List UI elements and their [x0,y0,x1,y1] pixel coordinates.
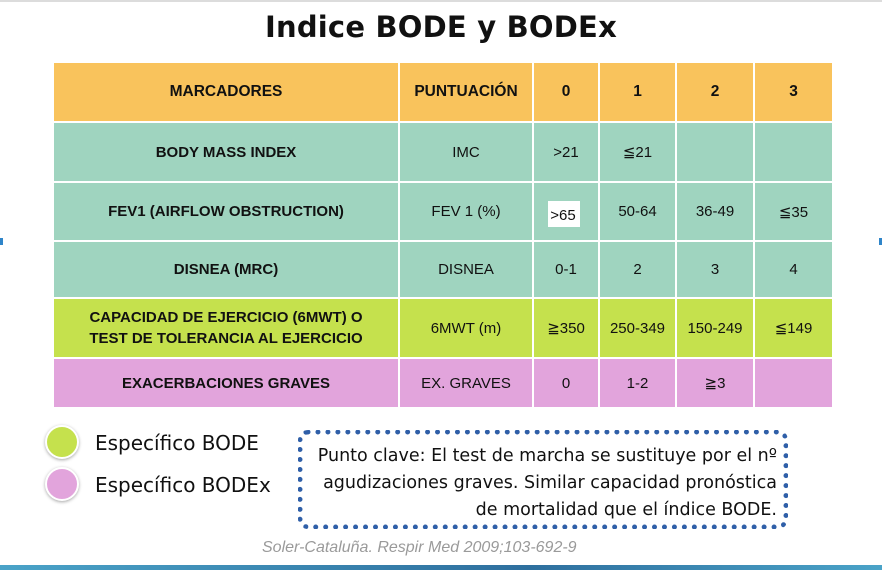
right-edge-marker [879,238,882,245]
slide-title: Indice BODE y BODEx [265,10,617,44]
table-row-fev1: FEV1 (AIRFLOW OBSTRUCTION) FEV 1 (%) >65… [52,181,834,242]
marker-cell: BODY MASS INDEX [52,121,400,183]
score-cell: 6MWT (m) [398,297,534,359]
marker-line-2: TEST DE TOLERANCIA AL EJERCICIO [89,330,363,347]
marker-line-1: CAPACIDAD DE EJERCICIO (6MWT) O [89,309,363,326]
value-cell-2: ≧3 [675,357,755,409]
value-cell-0: >65 [532,181,600,242]
value-cell-2: 36-49 [675,181,755,242]
value-cell-1: 50-64 [598,181,677,242]
header-score: PUNTUACIÓN [398,61,534,123]
value-cell-2 [675,121,755,183]
header-3: 3 [753,61,834,123]
marker-cell: FEV1 (AIRFLOW OBSTRUCTION) [52,181,400,242]
table-row-6mwt: CAPACIDAD DE EJERCICIO (6MWT) O TEST DE … [52,297,834,359]
value-cell-0: 0 [532,357,600,409]
score-cell: IMC [398,121,534,183]
value-cell-2: 150-249 [675,297,755,359]
bottom-bar [0,565,882,570]
marker-cell: CAPACIDAD DE EJERCICIO (6MWT) O TEST DE … [52,297,400,359]
header-0: 0 [532,61,600,123]
marker-cell: DISNEA (MRC) [52,240,400,299]
score-cell: EX. GRAVES [398,357,534,409]
legend-label: Específico BODE [95,431,259,455]
value-cell-1: 250-349 [598,297,677,359]
key-point-line-1: Punto clave: El test de marcha se sustit… [317,446,777,466]
table-row-exacerbations: EXACERBACIONES GRAVES EX. GRAVES 0 1-2 ≧… [52,357,834,409]
score-cell: DISNEA [398,240,534,299]
header-1: 1 [598,61,677,123]
score-cell: FEV 1 (%) [398,181,534,242]
table-row-disnea: DISNEA (MRC) DISNEA 0-1 2 3 4 [52,240,834,299]
value-cell-0: >21 [532,121,600,183]
citation: Soler-Cataluña. Respir Med 2009;103-692-… [262,539,577,556]
header-2: 2 [675,61,755,123]
pink-dot-icon [45,467,79,501]
value-cell-3 [753,357,834,409]
table-header-row: MARCADORES PUNTUACIÓN 0 1 2 3 [52,61,834,123]
value-cell-1: 1-2 [598,357,677,409]
table-row-bmi: BODY MASS INDEX IMC >21 ≦21 [52,121,834,183]
value-cell-2: 3 [675,240,755,299]
value-cell-3: 4 [753,240,834,299]
highlighted-value: >65 [548,200,580,227]
key-point-line-2: agudizaciones graves. Similar capacidad … [323,473,777,493]
top-divider [0,0,882,2]
bode-table: MARCADORES PUNTUACIÓN 0 1 2 3 BODY MASS … [52,61,834,409]
lime-dot-icon [45,425,79,459]
value-cell-3 [753,121,834,183]
value-cell-3: ≦35 [753,181,834,242]
header-markers: MARCADORES [52,61,400,123]
key-point-box: Punto clave: El test de marcha se sustit… [298,430,788,529]
value-cell-1: 2 [598,240,677,299]
value-cell-0: 0-1 [532,240,600,299]
key-point-line-3: de mortalidad que el índice BODE. [475,500,777,520]
legend-label: Específico BODEx [95,473,271,497]
marker-cell: EXACERBACIONES GRAVES [52,357,400,409]
value-cell-1: ≦21 [598,121,677,183]
left-edge-marker [0,238,3,245]
value-cell-3: ≦149 [753,297,834,359]
value-cell-0: ≧350 [532,297,600,359]
